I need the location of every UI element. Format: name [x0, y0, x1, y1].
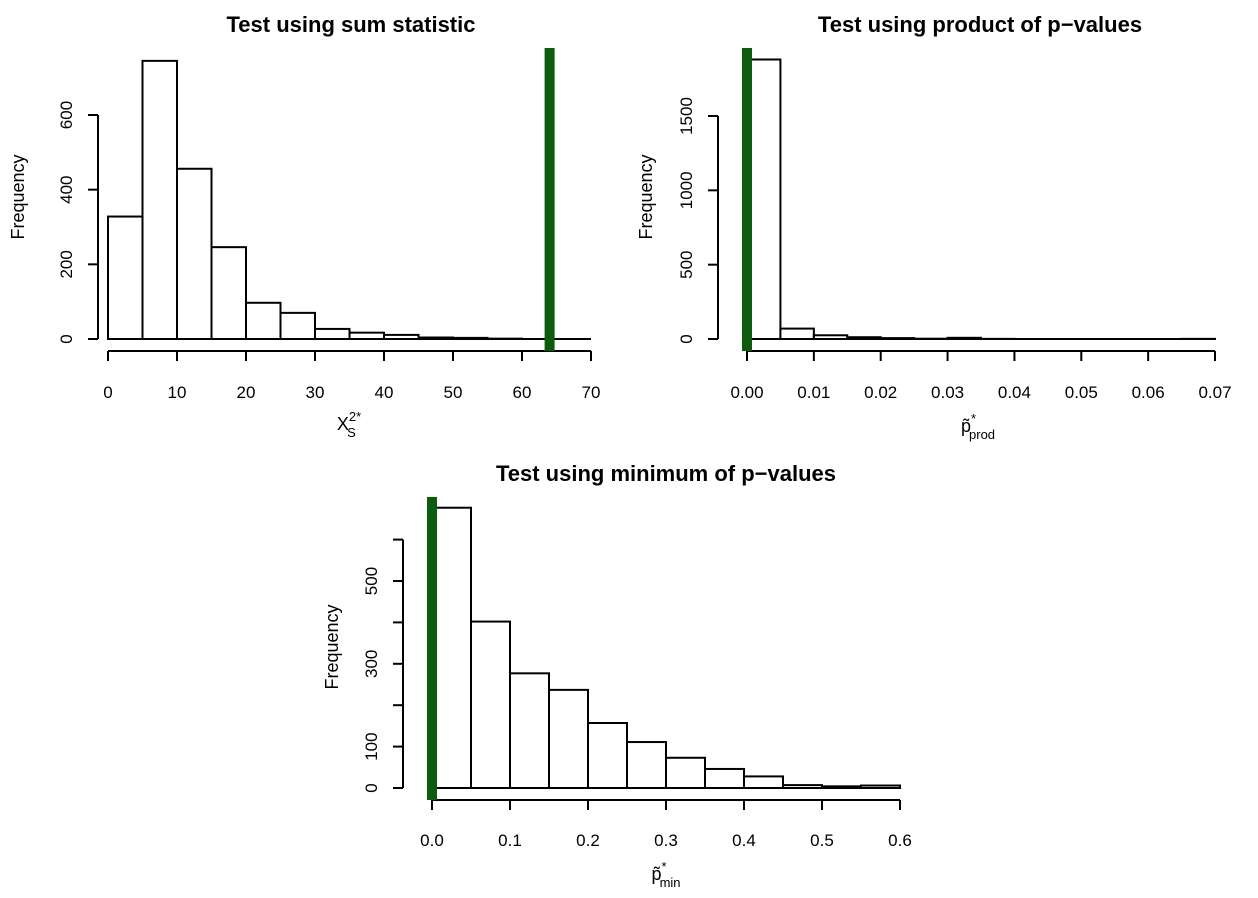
histogram-panel-1: Test using sum statistic 0 10 20 30 40 50 60 70 0… [8, 12, 600, 440]
histogram-bar [314, 327, 351, 341]
x-tick-label: 0.4 [732, 831, 756, 850]
x-tick-label: 0.05 [1065, 383, 1098, 402]
x-tick-label: 20 [237, 383, 256, 402]
x-tick-label: 0.00 [730, 383, 763, 402]
x-axis-label: p̃* min [651, 859, 680, 890]
chart-title: Test using minimum of p−values [496, 461, 836, 486]
x-axis-label: p̃* prod [961, 411, 995, 442]
chart-title: Test using sum statistic [227, 12, 476, 37]
histogram-bar [210, 246, 247, 340]
x-tick-label: 0.07 [1198, 383, 1231, 402]
x-tick-label: 0.0 [420, 831, 444, 850]
x-tick-label: 0.2 [576, 831, 600, 850]
histogram-panel-2: Test using product of p−values 0.00 0.01 0.… [636, 12, 1232, 442]
y-axis-label: Frequency [636, 154, 656, 239]
histogram-bar [107, 215, 144, 340]
histogram-bar [626, 741, 667, 790]
x-tick-label: 40 [375, 383, 394, 402]
histogram-bar [509, 672, 550, 790]
y-tick-label: 300 [362, 650, 381, 678]
histogram-bar [141, 59, 178, 340]
histogram-bar [587, 722, 628, 790]
histogram-bar [779, 327, 815, 340]
histogram-bar [176, 167, 213, 340]
y-axis-label: Frequency [322, 604, 342, 689]
x-tick-label: 30 [306, 383, 325, 402]
x-tick-label: 10 [168, 383, 187, 402]
y-tick-label: 0 [677, 334, 696, 343]
x-tick-label: 0.01 [797, 383, 830, 402]
histogram-bar [279, 311, 316, 341]
histogram-panel-3: Test using minimum of p−values 0.0 0.1 0.2 0… [322, 461, 912, 890]
y-tick-label: 500 [677, 250, 696, 278]
x-tick-label: 0.06 [1132, 383, 1165, 402]
x-axis-label: X2* S [337, 409, 361, 440]
x-tick-label: 0.03 [931, 383, 964, 402]
x-tick-label: 70 [582, 383, 601, 402]
y-tick-label: 0 [57, 334, 76, 343]
y-tick-label: 400 [57, 175, 76, 203]
x-tick-label: 0.1 [498, 831, 522, 850]
x-tick-label: 0.6 [888, 831, 912, 850]
x-tick-label: 0.5 [810, 831, 834, 850]
histogram-bar [743, 775, 784, 790]
y-tick-label: 100 [362, 732, 381, 760]
chart-title: Test using product of p−values [818, 12, 1142, 37]
histogram-bar [245, 301, 282, 340]
histogram-bar [548, 688, 589, 790]
x-tick-label: 0.04 [998, 383, 1031, 402]
histogram-bar [470, 620, 511, 790]
x-tick-label: 0.3 [654, 831, 678, 850]
y-tick-label: 0 [362, 783, 381, 792]
y-tick-label: 1000 [677, 171, 696, 209]
x-tick-label: 60 [513, 383, 532, 402]
y-tick-label: 600 [57, 101, 76, 129]
x-tick-label: 0.02 [864, 383, 897, 402]
y-tick-label: 200 [57, 250, 76, 278]
histogram-bar [704, 767, 745, 789]
histogram-bar [665, 756, 706, 790]
y-tick-label: 500 [362, 567, 381, 595]
y-tick-label: 1500 [677, 97, 696, 135]
x-tick-label: 50 [444, 383, 463, 402]
y-axis-label: Frequency [8, 154, 28, 239]
histogram-bar [746, 58, 782, 341]
x-tick-label: 0 [103, 383, 112, 402]
histogram-bar [431, 506, 472, 789]
